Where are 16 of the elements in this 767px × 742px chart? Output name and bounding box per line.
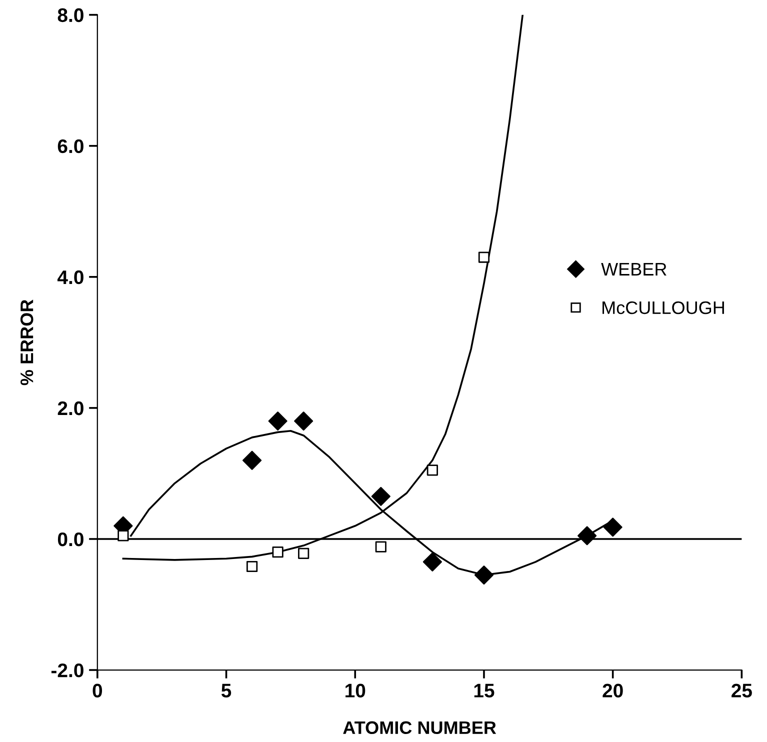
y-axis-title: % ERROR bbox=[20, 300, 34, 386]
y-tick-label: -2.0 bbox=[51, 663, 84, 678]
x-tick-label: 15 bbox=[474, 684, 494, 698]
x-axis-title: ATOMIC NUMBER bbox=[343, 721, 496, 734]
y-tick-label: 4.0 bbox=[57, 270, 84, 284]
x-tick-label: 0 bbox=[92, 684, 102, 698]
y-tick-label: 2.0 bbox=[58, 401, 84, 416]
legend-label: WEBER bbox=[601, 263, 666, 276]
x-tick-label: 10 bbox=[346, 684, 366, 698]
y-tick-label: 0.0 bbox=[58, 532, 84, 546]
x-tick-label: 5 bbox=[221, 684, 232, 698]
x-tick-label: 25 bbox=[732, 684, 752, 698]
y-tick-label: 6.0 bbox=[58, 139, 84, 154]
legend-label: McCULLOUGH bbox=[602, 301, 724, 314]
x-tick-label: 20 bbox=[602, 684, 623, 698]
y-tick-label: 8.0 bbox=[58, 8, 84, 22]
